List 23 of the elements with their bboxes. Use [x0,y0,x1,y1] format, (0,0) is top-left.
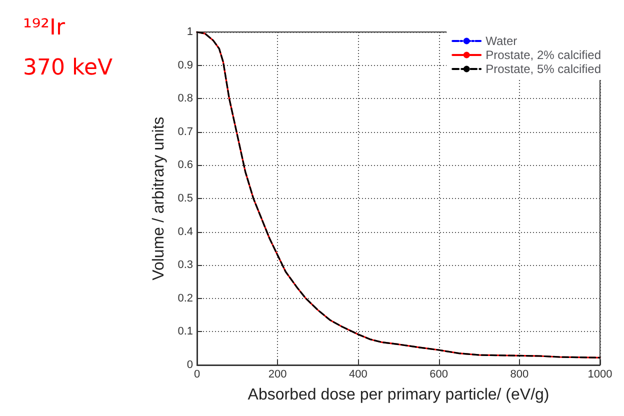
x-tick-label: 200 [268,368,287,380]
y-tick-label: 0.2 [178,292,193,304]
y-tick-label: 0.8 [178,92,193,105]
y-tick-label: 0.3 [178,259,193,272]
y-tick-label: 0 [186,359,193,371]
x-tick-label: 600 [430,368,448,380]
chart-title: ¹⁹²Ir [23,16,66,40]
text: 370 keV [23,56,113,80]
x-tick-label: 800 [510,368,529,380]
x-tick-label: 400 [349,368,368,380]
y-tick-label: 0.1 [178,326,193,338]
legend-label: Prostate, 2% calcified [486,48,601,62]
y-tick-label: 0.9 [178,59,193,72]
y-tick-label: 1 [186,26,193,38]
y-tick-label: 0.4 [178,226,193,238]
y-axis-title: Volume / arbitrary units [150,116,168,280]
x-axis-title: Absorbed dose per primary particle/ (eV/g) [248,386,550,404]
x-tick-label: 1000 [588,368,612,380]
legend-label: Prostate, 5% calcified [486,62,601,76]
y-tick-label: 0.7 [178,126,193,138]
y-tick-label: 0.5 [178,192,193,204]
legend-label: Water [486,34,518,48]
y-tick-label: 0.6 [178,159,193,172]
